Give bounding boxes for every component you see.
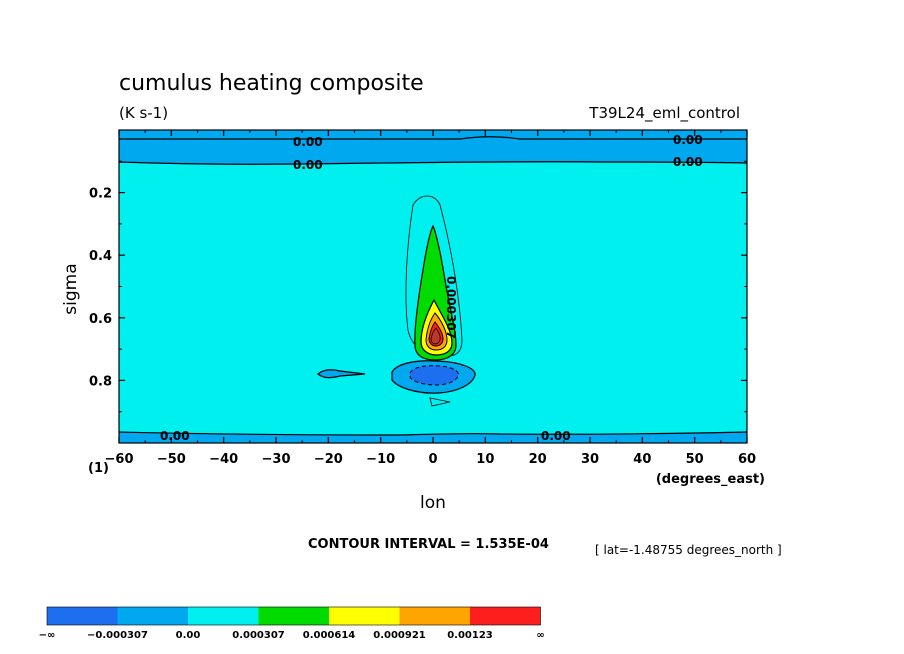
colorbar-label: −∞ [39,630,56,641]
experiment-label: T39L24_eml_control [588,104,740,123]
y-axis-ticks: 0.2 0.4 0.6 0.8 [89,160,747,413]
contour-label: 0.00 [293,135,323,149]
y-tick-label: 0.6 [89,312,112,327]
x-tick-label: 20 [529,452,547,467]
cooling-tongue-west [317,369,366,379]
x-axis-ticks: −60 −50 −40 −30 −20 −10 0 10 20 30 40 50 60 [105,130,756,467]
x-tick-label: 0 [428,452,437,467]
x-tick-label: 50 [686,452,704,467]
y-tick-label: 0.8 [89,374,112,389]
contour-label: 0.00 [541,429,571,443]
colorbar-swatch [188,607,259,625]
colorbar-swatch [329,607,400,625]
colorbar-label: ∞ [536,630,544,641]
corner-label: (1) [88,461,109,476]
contour-label: 0.000307 [444,276,458,339]
y-axis-label: sigma [61,263,81,314]
x-tick-label: 10 [476,452,494,467]
contour-label: 0.00 [160,429,190,443]
contour-label: 0.00 [673,155,703,169]
latitude-note: [ lat=-1.48755 degrees_north ] [595,543,782,557]
contour-interval-text: CONTOUR INTERVAL = 1.535E-04 [308,537,549,552]
zero-contour-top-upper [119,136,747,140]
y-tick-label: 0.4 [89,249,112,264]
colorbar-frame [46,606,541,626]
x-tick-label: 60 [738,452,756,467]
x-tick-label: −10 [366,452,395,467]
weak-contour-lower [429,397,451,407]
contour-label: 0.00 [293,158,323,172]
x-tick-label: −60 [105,452,134,467]
x-tick-label: −40 [209,452,238,467]
colorbar-label: −0.000307 [87,630,148,641]
colorbar-label: 0.000307 [232,630,285,641]
zero-contour-bottom [119,431,747,436]
x-tick-label: 30 [581,452,599,467]
colorbar-swatch [399,607,470,625]
zero-contour-top-lower [119,161,747,165]
colorbar-swatch [117,607,188,625]
chart-title: cumulus heating composite [119,71,424,96]
x-tick-label: −20 [314,452,343,467]
x-axis-label: lon [420,493,446,513]
contour-label: 0.00 [673,133,703,147]
y-tick-label: 0.2 [89,187,112,202]
colorbar-label: 0.00123 [447,630,493,641]
colorbar-label: 0.00 [176,630,201,641]
heating-core [430,327,441,345]
colorbar-swatch [470,607,541,625]
x-tick-label: −50 [157,452,186,467]
colorbar-swatch [47,607,118,625]
colorbar: −∞ −0.000307 0.00 0.000307 0.000614 0.000921 0… [39,606,545,641]
colorbar-label: 0.000921 [373,630,426,641]
colorbar-label: 0.000614 [303,630,356,641]
x-tick-label: −30 [262,452,291,467]
contour-field: 0.00 0.00 0.00 0.00 0.00 0.00 0.000307 [119,130,747,443]
x-units-label: (degrees_east) [656,472,765,487]
units-label: (K s-1) [119,104,168,122]
x-tick-label: 40 [633,452,651,467]
colorbar-swatch [258,607,329,625]
cooling-contour-inner [409,365,459,386]
